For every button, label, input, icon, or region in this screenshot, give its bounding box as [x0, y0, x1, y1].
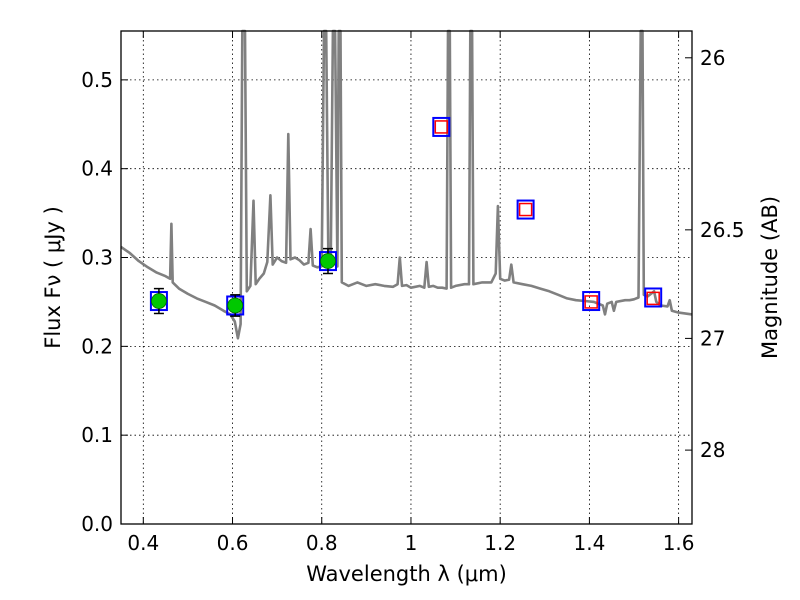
mag-tick-label: 28	[700, 438, 725, 462]
mag-tick-label: 27	[700, 326, 725, 350]
upper-limit-box	[646, 291, 660, 306]
model-box	[582, 291, 601, 312]
x-tick-label: 1.6	[663, 531, 695, 555]
x-tick-label: 0.4	[127, 531, 159, 555]
y-tick-label: 0.3	[81, 246, 113, 270]
model-box	[516, 199, 535, 220]
y-tick-label: 0.1	[81, 423, 113, 447]
y-tick-label: 0.5	[81, 68, 113, 92]
model-box	[644, 287, 663, 308]
detection-point	[320, 253, 336, 269]
x-tick-label: 1.4	[573, 531, 605, 555]
x-tick-label: 0.6	[217, 531, 249, 555]
spectrum-line	[120, 29, 693, 340]
upper-limit-box	[518, 202, 533, 217]
x-axis-label: Wavelength λ (μm)	[306, 562, 507, 586]
model-box	[432, 116, 451, 137]
plot-frame	[120, 30, 693, 525]
upper-limit-box	[584, 295, 598, 309]
mag-tick-label: 26.5	[700, 218, 745, 242]
x-tick-label: 0.8	[306, 531, 338, 555]
x-tick-label: 1	[405, 531, 418, 555]
y-tick-label: 0.2	[81, 334, 113, 358]
upper-limit-box	[434, 120, 449, 134]
detection-point	[227, 297, 244, 314]
tick-layer: 0.40.60.811.21.41.60.00.10.20.30.40.524.…	[81, 31, 745, 555]
x-tick-label: 1.2	[484, 531, 516, 555]
y-tick-label: 0.4	[81, 157, 113, 181]
y-tick-label: 0.0	[81, 512, 113, 536]
y2-axis-label: Magnitude (AB)	[758, 196, 782, 359]
detection-point	[151, 293, 167, 309]
grid-layer	[121, 31, 692, 525]
y-axis-label: Flux Fν ( μJy )	[41, 206, 65, 349]
data-layer	[120, 29, 693, 340]
mag-tick-label: 26	[700, 46, 725, 70]
